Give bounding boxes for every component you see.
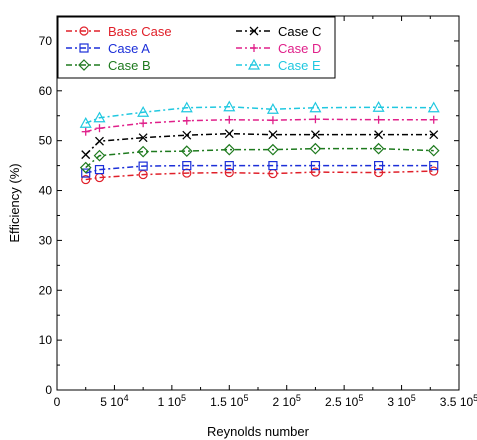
- series-line-case-a: [85, 164, 434, 174]
- data-point-case-d: [268, 116, 277, 125]
- y-tick-label: 30: [39, 233, 53, 247]
- data-point-base-case: [374, 167, 384, 178]
- series-line-case-d: [85, 118, 434, 133]
- y-axis-ticks: 0 10 20 30 40 50 60 70: [39, 34, 459, 397]
- data-point-case-d: [311, 115, 320, 124]
- x-tick-label: 1.5 105: [210, 393, 248, 409]
- x-tick-label: 1 105: [158, 393, 186, 409]
- legend-label: Case D: [278, 41, 321, 56]
- legend-box: [57, 16, 336, 79]
- data-point-case-e: [137, 106, 150, 117]
- data-point-case-b: [372, 142, 385, 155]
- data-point-case-a: [224, 161, 234, 171]
- data-point-case-b: [223, 143, 236, 156]
- data-point-case-c: [182, 130, 192, 140]
- data-point-base-case: [429, 166, 439, 176]
- data-point-case-d: [95, 124, 104, 133]
- data-point-case-e: [93, 111, 106, 123]
- data-point-case-d: [374, 115, 383, 124]
- data-point-case-c: [138, 133, 148, 143]
- data-point-case-d: [225, 115, 234, 124]
- data-point-case-e: [372, 101, 385, 112]
- data-point-base-case: [310, 167, 321, 177]
- data-point-base-case: [224, 167, 234, 178]
- data-point-case-b: [79, 161, 92, 174]
- legend-label: Case B: [108, 58, 151, 73]
- data-point-case-b: [309, 142, 322, 155]
- data-point-case-c: [224, 129, 234, 139]
- legend-item-case-c: Case C: [236, 24, 321, 39]
- data-point-case-e: [223, 100, 236, 112]
- y-tick-label: 50: [39, 134, 53, 148]
- data-point-case-d: [429, 115, 438, 124]
- series-line-case-e: [85, 106, 434, 124]
- data-point-case-e: [180, 101, 193, 113]
- legend-marker: [250, 44, 258, 52]
- data-point-case-d: [81, 127, 90, 136]
- data-point-case-a: [268, 161, 278, 171]
- data-point-case-b: [137, 145, 149, 158]
- legend-item-case-a: Case A: [66, 41, 150, 56]
- legend-item-base-case: Base Case: [66, 24, 172, 39]
- data-point-case-a: [138, 161, 148, 171]
- legend-item-case-e: Case E: [236, 58, 321, 73]
- data-point-case-b: [427, 144, 440, 157]
- data-point-case-c: [81, 150, 91, 160]
- data-point-case-c: [310, 130, 320, 140]
- data-point-base-case: [81, 174, 91, 185]
- data-point-case-a: [182, 161, 192, 171]
- data-point-case-c: [374, 130, 384, 140]
- x-tick-label: 2 105: [273, 393, 301, 409]
- y-tick-label: 60: [39, 84, 53, 98]
- data-point-case-a: [94, 164, 105, 175]
- legend-marker: [247, 58, 261, 70]
- legend-marker: [78, 59, 90, 71]
- series-layer: [79, 100, 440, 185]
- data-point-case-e: [79, 116, 92, 128]
- data-point-case-e: [427, 101, 440, 113]
- x-tick-label: 2.5 105: [325, 393, 363, 409]
- data-point-case-a: [429, 161, 439, 171]
- x-axis-title: Reynolds number: [207, 424, 310, 439]
- y-tick-label: 70: [39, 34, 53, 48]
- legend-marker: [79, 26, 89, 36]
- legend: Base Case Case A Case B Case C Case D Case E: [57, 16, 336, 79]
- data-point-case-a: [374, 161, 384, 171]
- series-line-base-case: [85, 170, 434, 181]
- x-axis-ticks: 0 5 104 1 105 1.5 105 2 105 2.5 105 3 105 3.5 1…: [54, 16, 477, 409]
- legend-label: Case A: [108, 41, 150, 56]
- x-tick-label: 3.5 105: [440, 393, 477, 409]
- y-tick-label: 0: [45, 383, 52, 397]
- data-point-case-a: [310, 161, 321, 171]
- legend-marker: [249, 26, 259, 36]
- data-point-case-e: [266, 103, 279, 114]
- legend-label: Base Case: [108, 24, 172, 39]
- y-tick-label: 20: [39, 283, 53, 297]
- x-tick-label: 3 105: [387, 393, 415, 409]
- data-point-case-c: [429, 130, 439, 140]
- data-point-case-b: [180, 145, 193, 157]
- legend-item-case-b: Case B: [66, 58, 151, 73]
- data-point-case-d: [139, 119, 148, 128]
- y-tick-label: 10: [39, 333, 53, 347]
- y-axis-title: Efficiency (%): [7, 163, 22, 242]
- data-point-case-d: [182, 116, 191, 125]
- x-tick-label: 0: [54, 395, 61, 409]
- data-point-case-c: [268, 130, 278, 140]
- data-point-case-e: [309, 101, 322, 113]
- legend-label: Case C: [278, 24, 321, 39]
- legend-label: Case E: [278, 58, 321, 73]
- series-line-case-b: [85, 147, 434, 169]
- y-tick-label: 40: [39, 184, 53, 198]
- legend-item-case-d: Case D: [236, 41, 321, 56]
- data-point-case-a: [81, 168, 91, 178]
- legend-marker: [79, 43, 89, 53]
- data-point-case-b: [267, 143, 279, 156]
- data-point-case-c: [95, 136, 104, 146]
- x-tick-label: 5 104: [100, 393, 128, 409]
- data-point-case-b: [93, 149, 106, 162]
